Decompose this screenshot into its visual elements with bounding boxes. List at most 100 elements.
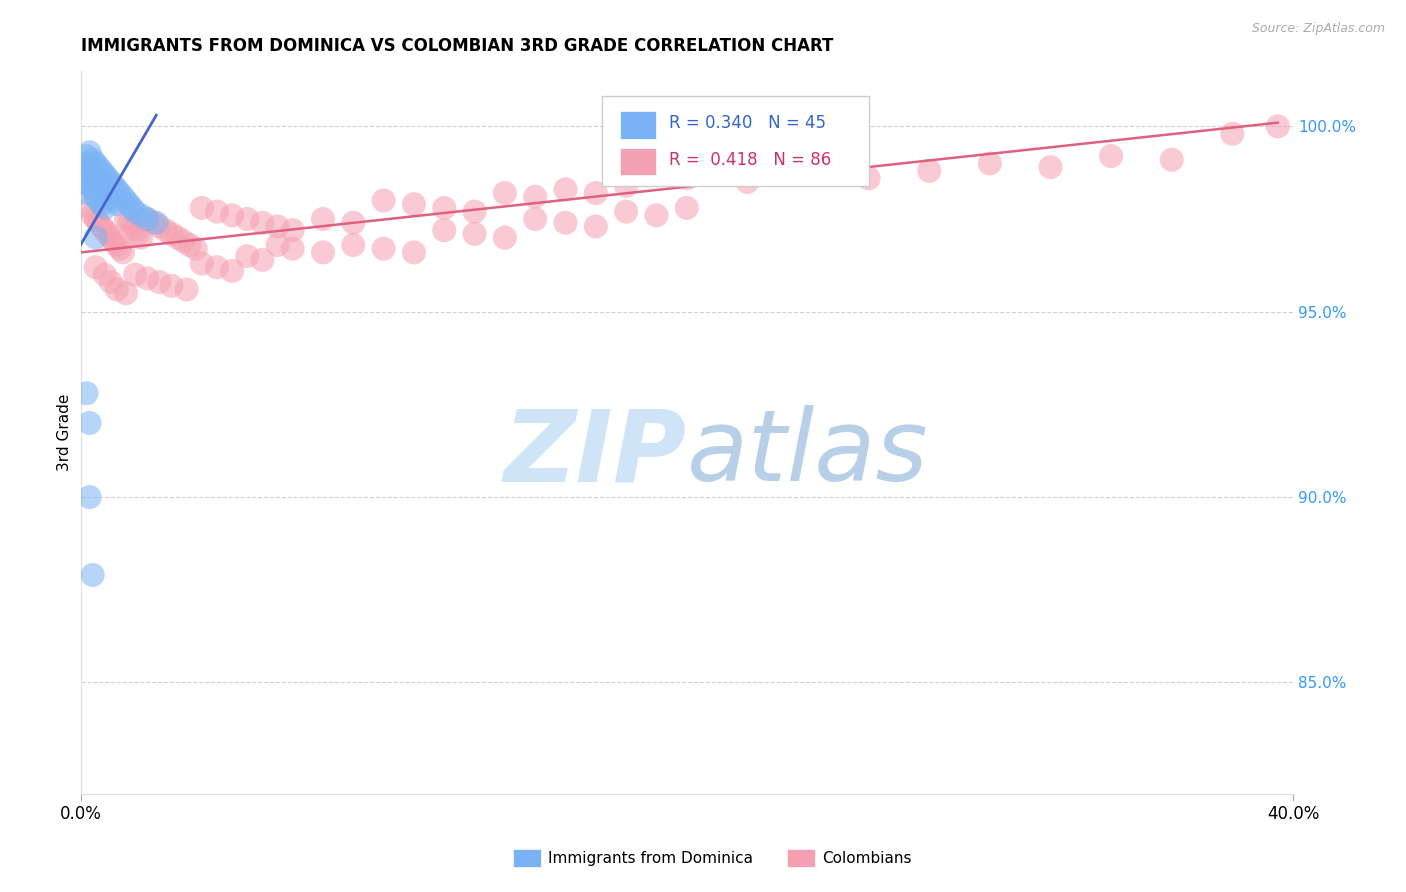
Point [402,245,425,260]
Point [1039,160,1062,174]
Point [100,190,122,204]
Point [79,490,101,504]
Point [79,416,101,430]
Point [79,201,101,215]
Text: ZIP: ZIP [503,405,686,502]
Point [266,238,288,252]
Point [105,283,128,297]
Point [115,194,138,208]
Point [312,212,335,227]
Point [87,216,110,230]
Point [136,271,159,285]
Text: Source: ZipAtlas.com: Source: ZipAtlas.com [1251,22,1385,36]
Point [737,175,759,189]
Point [252,216,274,230]
Point [79,178,101,193]
Point [84,230,107,244]
Point [205,260,228,275]
Point [94,201,117,215]
Point [103,194,125,208]
Point [342,216,364,230]
Point [84,171,107,186]
Point [281,242,304,256]
Point [115,212,138,227]
Point [136,212,159,227]
Point [166,230,188,244]
Point [94,168,117,182]
Point [105,238,128,252]
Point [100,230,122,244]
Point [1099,149,1122,163]
Point [124,223,146,237]
Point [79,160,101,174]
Point [90,219,112,234]
Point [76,186,98,200]
Point [82,168,104,182]
Point [136,212,159,227]
Point [76,386,98,401]
Point [221,208,243,222]
Point [585,186,607,200]
Point [90,197,112,211]
Text: atlas: atlas [686,405,928,502]
Point [84,260,107,275]
Point [373,194,395,208]
Text: Immigrants from Dominica: Immigrants from Dominica [548,851,754,865]
Point [82,182,104,196]
Point [858,171,880,186]
Point [87,175,110,189]
Point [108,242,131,256]
Point [105,182,128,196]
Point [494,230,516,244]
Point [103,234,125,248]
Point [402,197,425,211]
Point [148,219,170,234]
Point [585,219,607,234]
Point [94,182,117,196]
Point [76,149,98,163]
Point [142,216,165,230]
Point [266,219,288,234]
Point [494,186,516,200]
Point [645,208,668,222]
Point [176,283,198,297]
Point [190,256,212,270]
Point [82,568,104,582]
Point [160,227,183,241]
Point [124,204,146,219]
FancyBboxPatch shape [620,112,657,139]
Point [797,168,820,182]
Point [155,223,177,237]
Point [121,219,143,234]
Point [79,145,101,160]
Point [281,223,304,237]
Point [236,212,259,227]
Point [554,182,576,196]
Point [160,278,183,293]
Point [1160,153,1182,167]
Point [433,201,456,215]
Point [76,164,98,178]
Point [190,201,212,215]
Point [524,190,547,204]
Point [614,178,637,193]
Point [82,208,104,222]
Point [179,238,201,252]
Point [100,175,122,189]
Point [94,268,117,282]
Point [918,164,941,178]
Point [108,186,131,200]
Point [118,197,141,211]
FancyBboxPatch shape [620,148,657,176]
Point [105,197,128,211]
Point [100,275,122,289]
Point [84,212,107,227]
Point [312,245,335,260]
Point [464,204,486,219]
Point [72,156,94,170]
Point [342,238,364,252]
Point [97,227,120,241]
Point [205,204,228,219]
Point [84,156,107,170]
Point [97,171,120,186]
